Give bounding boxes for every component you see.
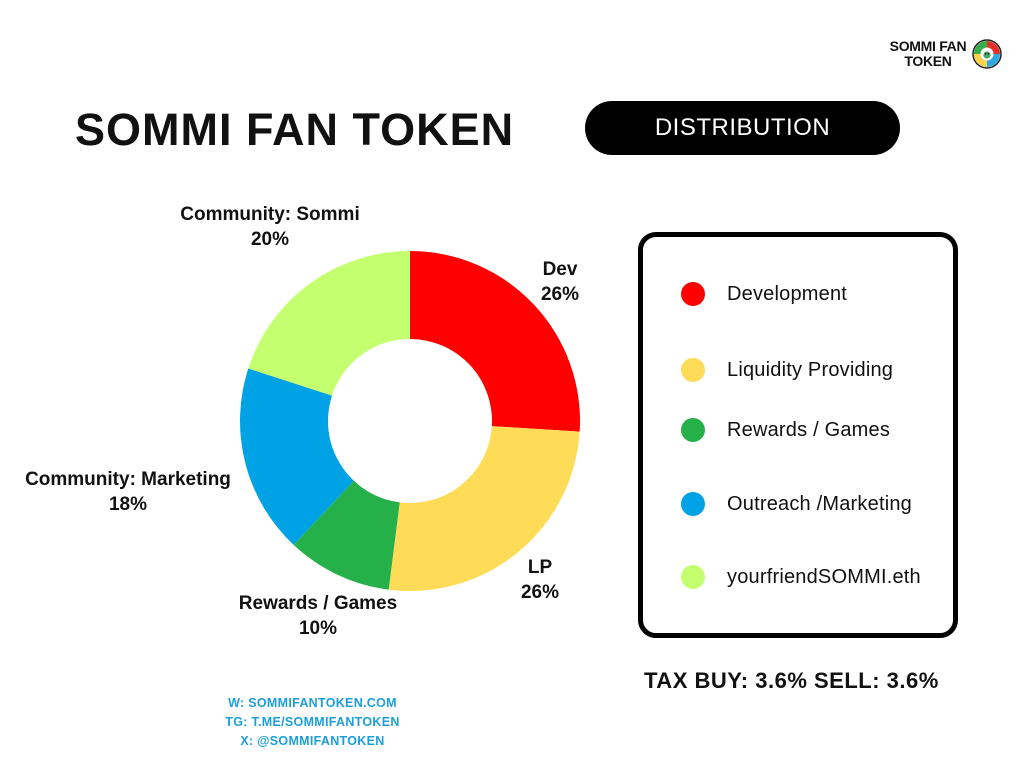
slice-label: LP xyxy=(528,557,553,578)
legend-box: Development Liquidity Providing Rewards … xyxy=(638,232,958,638)
brand-name: SOMMI FAN TOKEN xyxy=(882,39,974,69)
sommi-badge-icon xyxy=(972,39,1002,69)
legend-dot-icon xyxy=(681,282,705,306)
brand-logo-block: SOMMI FAN TOKEN xyxy=(882,38,1002,74)
donut-slice-community-sommi xyxy=(248,251,410,396)
legend-label: Liquidity Providing xyxy=(727,358,894,381)
legend-item-sommi: yourfriendSOMMI.eth xyxy=(681,564,921,590)
legend-dot-icon xyxy=(681,418,705,442)
slice-value-label: 26% xyxy=(541,284,579,305)
slice-value-label: 20% xyxy=(251,229,289,250)
slice-value-label: 26% xyxy=(521,582,559,603)
donut-slices xyxy=(239,251,581,591)
legend-dot-icon xyxy=(681,492,705,516)
brand-line-1: SOMMI FAN xyxy=(889,38,967,54)
legend-label: Development xyxy=(727,282,848,305)
tax-info: TAX BUY: 3.6% SELL: 3.6% xyxy=(644,668,939,693)
slice-label: Rewards / Games xyxy=(239,593,397,614)
legend-item-development: Development xyxy=(681,281,847,307)
slice-label: Community: Sommi xyxy=(180,204,359,225)
x-handle-link[interactable]: X: @SOMMIFANTOKEN xyxy=(240,734,385,748)
website-link[interactable]: W: SOMMIFANTOKEN.COM xyxy=(228,696,397,710)
legend-label: yourfriendSOMMI.eth xyxy=(727,565,921,588)
slice-label: Community: Marketing xyxy=(25,469,231,490)
donut-slice-rewards-games xyxy=(293,480,400,590)
legend-item-liquidity: Liquidity Providing xyxy=(681,357,893,383)
page-title: SOMMI FAN TOKEN xyxy=(75,104,515,155)
donut-labels: Dev 26% LP 26% Rewards / Games 10% Community: … xyxy=(25,204,579,639)
legend-label: Rewards / Games xyxy=(727,418,891,441)
slice-value-label: 18% xyxy=(109,494,147,515)
legend-item-outreach: Outreach /Marketing xyxy=(681,491,912,517)
contact-links: W: SOMMIFANTOKEN.COM TG: T.ME/SOMMIFANTO… xyxy=(205,694,420,751)
telegram-link[interactable]: TG: T.ME/SOMMIFANTOKEN xyxy=(225,715,400,729)
brand-line-2: TOKEN xyxy=(904,53,952,69)
legend-item-rewards: Rewards / Games xyxy=(681,417,890,443)
slice-value-label: 10% xyxy=(299,618,337,639)
distribution-donut-chart: Dev 26% LP 26% Rewards / Games 10% Community: … xyxy=(25,204,581,639)
legend-dot-icon xyxy=(681,358,705,382)
legend-label: Outreach /Marketing xyxy=(727,492,912,515)
donut-slice-dev xyxy=(410,251,581,432)
slice-label: Dev xyxy=(543,259,578,280)
distribution-badge: DISTRIBUTION xyxy=(585,101,900,155)
legend-dot-icon xyxy=(681,565,705,589)
donut-slice-community-marketing xyxy=(239,368,354,545)
donut-slice-lp xyxy=(388,426,580,591)
